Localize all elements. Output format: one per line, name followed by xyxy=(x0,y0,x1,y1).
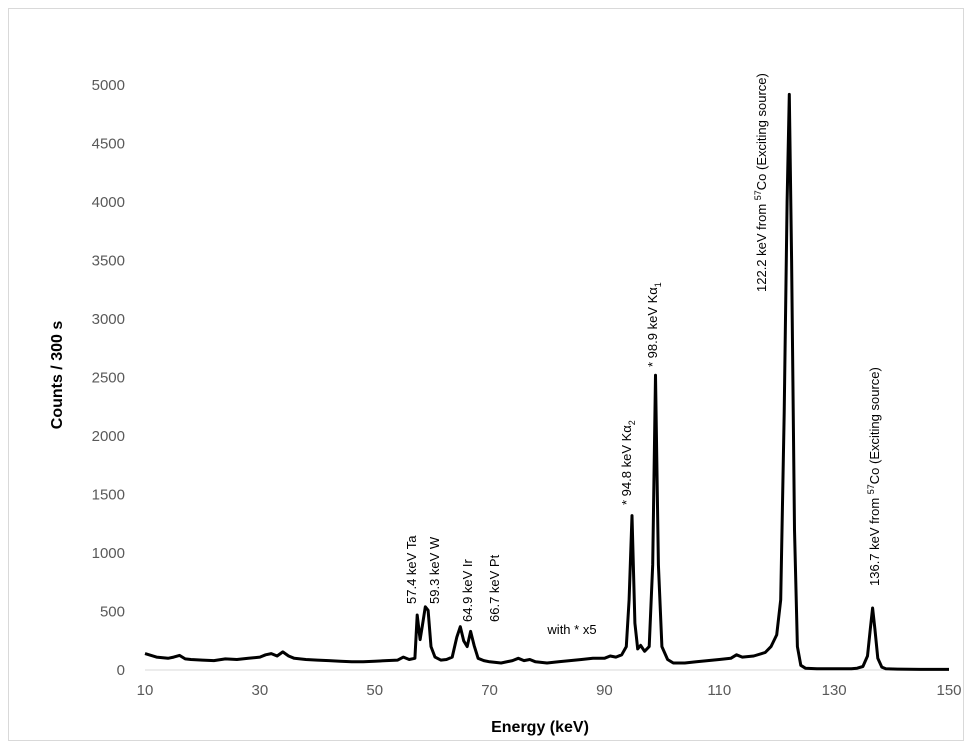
x-tick-label: 90 xyxy=(596,682,613,699)
y-tick-label: 3500 xyxy=(92,253,125,270)
peak-annotations: 57.4 keV Ta 59.3 keV W 64.9 keV Ir 66.7 keV… xyxy=(404,73,882,637)
y-tick-label: 2500 xyxy=(92,370,125,387)
y-tick-label: 3000 xyxy=(92,311,125,328)
peak-label: 122.2 keV from 57Co (Exciting source) xyxy=(753,73,769,292)
peak-label: 136.7 keV from 57Co (Exciting source) xyxy=(866,367,882,586)
x-tick-label: 30 xyxy=(252,682,269,699)
y-tick-label: 5000 xyxy=(92,77,125,94)
x-tick-label: 130 xyxy=(822,682,847,699)
x-tick-label: 150 xyxy=(936,682,961,699)
y-tick-label: 2000 xyxy=(92,428,125,445)
peak-label: 66.7 keV Pt xyxy=(487,554,502,622)
x-tick-label: 70 xyxy=(481,682,498,699)
peak-label: * 94.8 keV Kα2 xyxy=(619,420,637,505)
y-tick-label: 1000 xyxy=(92,545,125,562)
x-tick-label: 10 xyxy=(137,682,154,699)
series-line xyxy=(144,92,949,671)
peak-label: 57.4 keV Ta xyxy=(404,535,419,604)
peak-label: * 98.9 keV Kα1 xyxy=(645,282,663,367)
scaling-note: with * x5 xyxy=(546,622,596,637)
peak-label: 59.3 keV W xyxy=(427,536,442,604)
y-tick-label: 500 xyxy=(100,604,125,621)
x-axis-ticks: 10 30 50 70 90 110 130 150 xyxy=(137,682,962,699)
x-tick-label: 110 xyxy=(707,682,731,699)
peak-label: 64.9 keV Ir xyxy=(460,558,475,622)
y-tick-label: 4000 xyxy=(92,194,125,211)
x-tick-label: 50 xyxy=(366,682,383,699)
y-tick-label: 4500 xyxy=(92,136,125,153)
y-axis-title: Counts / 300 s xyxy=(49,321,66,430)
y-axis-ticks: 0 500 1000 1500 2000 2500 3000 3500 4000 4500 5000 xyxy=(92,77,125,679)
y-tick-label: 0 xyxy=(117,662,125,679)
y-tick-label: 1500 xyxy=(92,487,125,504)
x-axis-title: Energy (keV) xyxy=(491,719,589,736)
chart-frame xyxy=(8,8,964,741)
